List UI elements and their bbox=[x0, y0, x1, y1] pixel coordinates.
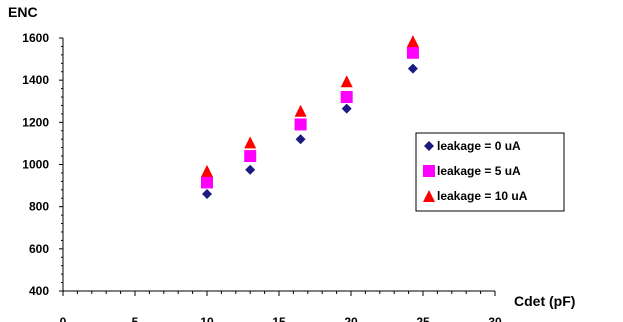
legend-diamond-icon bbox=[424, 141, 434, 151]
square-marker bbox=[294, 118, 307, 131]
legend-label: leakage = 0 uA bbox=[437, 139, 521, 153]
diamond-marker bbox=[295, 134, 306, 145]
data-markers bbox=[201, 35, 419, 200]
y-axis-title: ENC bbox=[8, 4, 38, 20]
triangle-marker bbox=[340, 75, 353, 88]
legend-label: leakage = 5 uA bbox=[437, 164, 521, 178]
legend: leakage = 0 uA leakage = 5 uA leakage = 10… bbox=[415, 132, 565, 212]
x-tick-label: 0 bbox=[60, 315, 67, 322]
legend-label: leakage = 10 uA bbox=[437, 189, 528, 203]
x-tick-label: 30 bbox=[488, 315, 502, 322]
triangle-marker bbox=[244, 136, 257, 149]
diamond-marker bbox=[341, 103, 352, 114]
legend-box bbox=[415, 132, 565, 212]
x-tick-label: 5 bbox=[132, 315, 139, 322]
legend-square-icon bbox=[423, 165, 435, 177]
square-marker bbox=[244, 150, 257, 163]
y-tick-label: 800 bbox=[29, 200, 49, 214]
diamond-marker bbox=[407, 63, 418, 74]
y-tick-label: 1200 bbox=[22, 115, 49, 129]
y-tick-label: 1000 bbox=[22, 158, 49, 172]
x-axis-title: Cdet (pF) bbox=[514, 293, 575, 309]
y-tick-label: 600 bbox=[29, 242, 49, 256]
y-tick-label: 400 bbox=[29, 284, 49, 298]
square-marker bbox=[406, 46, 419, 59]
y-tick-label: 1400 bbox=[22, 73, 49, 87]
x-tick-label: 10 bbox=[200, 315, 214, 322]
square-marker bbox=[340, 91, 353, 104]
tick-marks bbox=[59, 37, 496, 296]
y-tick-label: 1600 bbox=[22, 31, 49, 45]
triangle-marker bbox=[294, 104, 307, 117]
square-marker bbox=[201, 176, 213, 189]
diamond-marker bbox=[245, 164, 256, 175]
x-tick-label: 15 bbox=[272, 315, 286, 322]
triangle-marker bbox=[201, 164, 213, 177]
legend-triangle-icon bbox=[423, 190, 435, 202]
diamond-marker bbox=[202, 189, 212, 200]
x-tick-label: 20 bbox=[344, 315, 358, 322]
triangle-marker bbox=[406, 35, 419, 48]
tick-labels: 400 600 800 1000 1200 1400 1600 0 5 10 15 20 25 30 bbox=[22, 31, 502, 322]
x-tick-label: 25 bbox=[416, 315, 430, 322]
